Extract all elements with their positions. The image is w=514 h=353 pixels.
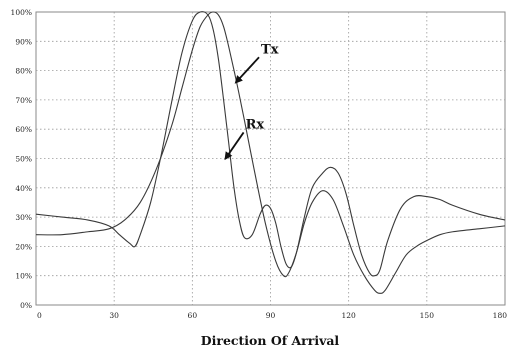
y-tick-label: 40% — [15, 184, 32, 193]
series-line-rx — [35, 11, 506, 277]
y-tick-label: 70% — [15, 96, 32, 105]
x-tick-label: 120 — [342, 311, 357, 320]
series-line-tx — [35, 11, 506, 294]
annotation-arrow-rx — [224, 131, 245, 161]
y-tick-label: 60% — [15, 125, 32, 134]
y-tick-label: 90% — [15, 37, 32, 46]
y-tick-label: 10% — [15, 272, 32, 281]
x-axis-ticks: 0 30 60 90 120 150 180 — [37, 311, 507, 320]
series-lines — [35, 11, 506, 294]
x-tick-label: 30 — [109, 311, 119, 320]
y-tick-label: 0% — [20, 301, 32, 310]
x-axis-label: Direction Of Arrival — [201, 333, 340, 348]
x-tick-label: 150 — [420, 311, 435, 320]
x-tick-label: 0 — [37, 311, 42, 320]
y-tick-label: 20% — [15, 242, 32, 251]
grid-lines — [36, 12, 505, 305]
annotations: Tx Rx — [224, 42, 279, 161]
annotation-label-rx: Rx — [246, 117, 265, 132]
y-tick-label: 80% — [15, 67, 32, 76]
x-tick-label: 90 — [266, 311, 276, 320]
x-tick-label: 60 — [188, 311, 198, 320]
y-tick-label: 100% — [11, 8, 32, 17]
annotation-arrow-tx — [234, 56, 260, 84]
y-tick-label: 30% — [15, 213, 32, 222]
annotation-label-tx: Tx — [261, 42, 279, 57]
y-axis-ticks: 0% 10% 20% 30% 40% 50% 60% 70% 80% 90% 100% — [11, 8, 32, 310]
x-tick-label: 180 — [493, 311, 508, 320]
y-tick-label: 50% — [15, 155, 32, 164]
